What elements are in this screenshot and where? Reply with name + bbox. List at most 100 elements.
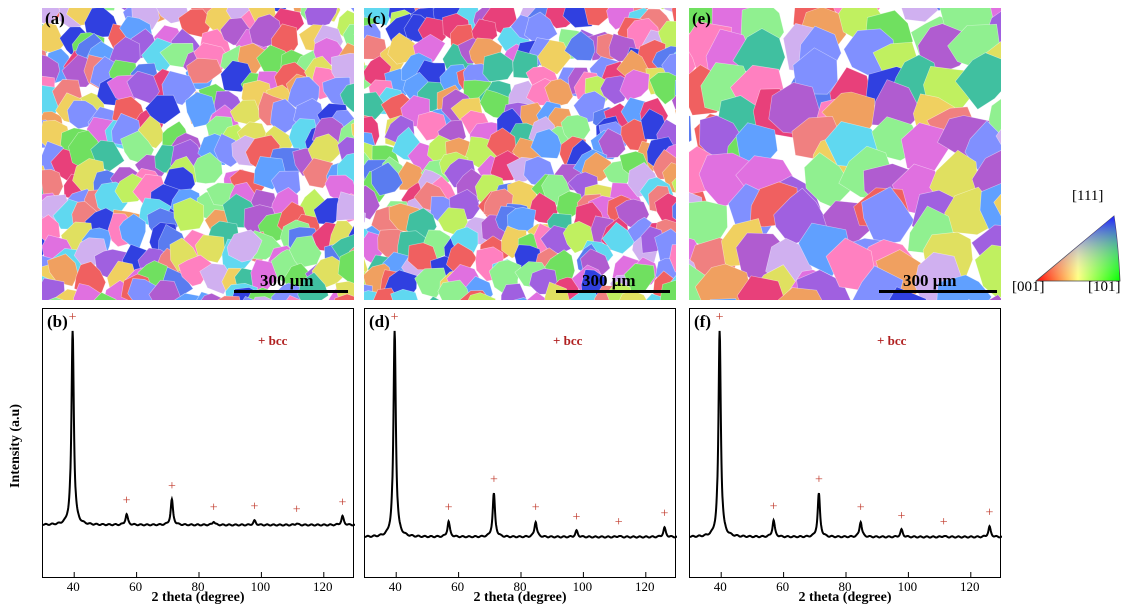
grain [861, 186, 915, 247]
x-tick-label: 40 [66, 579, 80, 594]
grain [544, 78, 574, 108]
x-tick-label: 120 [635, 579, 655, 594]
grain [537, 39, 572, 75]
y-axis-label: Intensity (a.u) [8, 403, 23, 488]
peak-marker: + [770, 500, 778, 515]
grain [217, 295, 241, 300]
grain [304, 8, 338, 28]
grain [669, 244, 676, 273]
x-tick-label: 60 [776, 579, 790, 594]
ipf-label-111: [111] [1072, 188, 1104, 204]
grain [619, 69, 650, 101]
ipf-label-101: [101] [1088, 279, 1121, 295]
x-tick-label: 120 [960, 579, 980, 594]
grain [339, 83, 354, 113]
x-tick-label: 80 [513, 579, 527, 594]
grain [601, 221, 636, 255]
grain [564, 30, 596, 61]
grain [370, 162, 404, 196]
grain [671, 94, 676, 112]
ebsd-grain-image [689, 8, 1001, 300]
grain [974, 244, 1001, 299]
grain [42, 183, 44, 196]
ebsd-grain-image [364, 8, 676, 300]
peak-marker: + [661, 507, 669, 522]
x-tick-labels: 40 60 80 100 120 [42, 578, 354, 596]
panel-label: (a) [45, 9, 65, 28]
peak-marker: + [251, 500, 259, 515]
grain [84, 8, 118, 38]
grain [967, 298, 971, 300]
xrd-plot-d: + + + + + + + (d) + bcc [364, 308, 677, 578]
xrd-plot-f: + + + + + + + (f) + bcc [689, 308, 1002, 578]
scale-bar [879, 290, 997, 293]
x-tick-label: 40 [388, 579, 402, 594]
x-axis-label: 2 theta (degree) [473, 590, 567, 605]
peak-marker: + [293, 502, 301, 517]
xrd-pattern-line [365, 330, 677, 539]
xrd-plot-b: + + + + + + + (b) + bcc [42, 308, 355, 578]
peak-marker: + [168, 479, 176, 494]
peak-marker: + [339, 495, 347, 510]
grain [689, 115, 692, 143]
grain [901, 8, 941, 23]
grain [302, 157, 334, 189]
grain [42, 277, 66, 300]
grain [736, 275, 786, 300]
legend-bcc: + bcc [258, 333, 288, 348]
peak-marker: + [986, 506, 994, 521]
grain [598, 128, 626, 159]
grain [286, 295, 302, 300]
grain [335, 191, 354, 221]
grain [993, 193, 1001, 217]
grain [671, 201, 676, 221]
xrd-pattern-line [690, 330, 1002, 539]
grain [144, 94, 181, 125]
ipf-triangle [1034, 215, 1121, 282]
grain [334, 293, 354, 300]
grain [148, 279, 183, 300]
grain [331, 52, 354, 85]
peak-marker: + [857, 501, 865, 516]
grain [193, 152, 223, 184]
scale-bar-label: 300 μm [903, 271, 957, 290]
grain [437, 279, 471, 300]
grain [671, 177, 676, 194]
x-tick-labels: 40 60 80 100 120 [689, 578, 1001, 596]
x-tick-label: 100 [250, 579, 271, 594]
ebsd-grain-image [42, 8, 354, 300]
grain [661, 53, 676, 82]
grain [350, 122, 354, 138]
grain [242, 296, 256, 300]
x-tick-label: 100 [897, 579, 918, 594]
grain [648, 71, 676, 105]
x-tick-label: 60 [129, 579, 143, 594]
grain [513, 297, 529, 300]
ipf-color-key: [111] [001] [101] [1010, 186, 1134, 296]
panel-label: (c) [367, 9, 386, 28]
grain [792, 47, 839, 95]
ebsd-map-c: (c) 300 μm [364, 8, 676, 300]
grain [200, 292, 225, 300]
grain [297, 272, 329, 300]
peak-marker: + [716, 310, 724, 325]
grain [995, 128, 1001, 146]
grain [954, 52, 1001, 110]
grain [364, 212, 366, 224]
peak-marker: + [391, 310, 399, 325]
grain [186, 57, 223, 84]
grain [390, 288, 419, 300]
x-tick-label: 60 [451, 579, 465, 594]
grain [694, 263, 754, 300]
legend-bcc: + bcc [553, 333, 583, 348]
grain [671, 8, 676, 25]
grain [530, 128, 563, 159]
x-tick-label: 100 [572, 579, 593, 594]
xrd-plot-area: + + + + + + + [365, 310, 677, 577]
panel-label: (f) [694, 312, 711, 331]
grain [226, 229, 263, 263]
grain [173, 197, 204, 232]
grain [482, 51, 514, 83]
xrd-plot-area: + + + + + + + [690, 310, 1002, 577]
peak-marker: + [898, 509, 906, 524]
